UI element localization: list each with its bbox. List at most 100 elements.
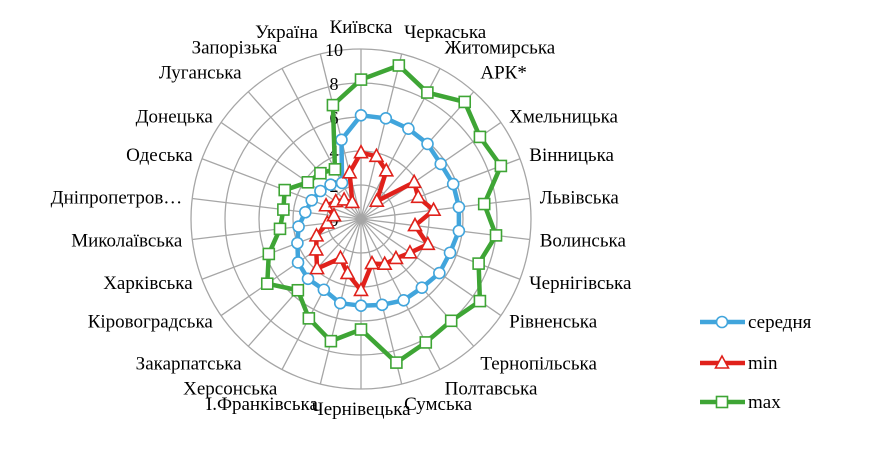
data-point	[309, 259, 325, 275]
data-point	[344, 193, 361, 209]
data-point	[390, 356, 403, 369]
data-point	[472, 257, 485, 270]
data-point	[335, 133, 348, 147]
data-point	[376, 255, 393, 270]
data-point	[714, 354, 730, 369]
category-label: Волинська	[540, 231, 627, 252]
data-point	[415, 281, 429, 295]
data-point	[302, 312, 316, 325]
tick-label: 8	[330, 74, 339, 94]
data-point	[326, 98, 340, 112]
data-point	[489, 229, 503, 242]
category-label: Харківська	[103, 273, 193, 294]
category-label: Херсонська	[183, 378, 278, 399]
data-point	[397, 293, 410, 307]
grid-spoke	[360, 158, 521, 220]
data-point	[326, 207, 342, 222]
data-point	[452, 224, 466, 238]
category-label: Запорізька	[192, 38, 278, 59]
grid-spoke	[201, 218, 362, 280]
legend-item-min: min	[700, 353, 778, 374]
data-point	[318, 197, 334, 212]
category-label: Вінницька	[529, 145, 614, 166]
data-point	[354, 73, 368, 86]
data-point	[273, 222, 287, 236]
data-point	[364, 254, 380, 270]
data-point	[444, 314, 458, 328]
data-point	[419, 235, 436, 251]
category-label: Чернівецька	[311, 399, 411, 420]
data-point	[314, 166, 327, 180]
data-point	[458, 95, 472, 109]
data-point	[324, 334, 338, 348]
legend-item-max: max	[700, 392, 781, 413]
series-min	[308, 144, 442, 297]
data-point	[339, 264, 356, 280]
grid-spoke	[281, 68, 362, 220]
category-label: Житомирська	[445, 38, 556, 59]
category-label: Україна	[255, 22, 318, 43]
series-layer	[260, 59, 508, 369]
data-point	[291, 283, 305, 297]
data-point	[292, 220, 305, 233]
data-point	[314, 184, 327, 198]
data-point	[473, 130, 487, 144]
category-label: Закарпатська	[136, 354, 243, 375]
legend-label: max	[748, 392, 781, 413]
data-point	[291, 236, 304, 250]
category-label: Черкаська	[404, 22, 487, 43]
grid-spoke	[360, 197, 530, 220]
data-point	[425, 201, 442, 216]
grid-spoke	[220, 218, 362, 317]
data-point	[494, 159, 508, 173]
data-point	[341, 164, 358, 179]
data-point	[446, 177, 460, 191]
data-point	[317, 283, 331, 297]
category-label: І.Франківська	[206, 394, 319, 415]
series-середня	[291, 109, 466, 313]
data-point	[301, 176, 315, 189]
data-point	[319, 214, 336, 229]
data-point	[335, 176, 349, 190]
category-label: Чернігівська	[529, 273, 632, 294]
data-point	[715, 395, 729, 409]
category-label: АРК*	[480, 62, 526, 83]
legend-label: min	[748, 353, 778, 374]
category-label: Полтавська	[445, 378, 538, 399]
data-point	[421, 86, 434, 99]
category-label: Київска	[330, 17, 393, 38]
data-point	[419, 336, 433, 349]
data-point	[308, 241, 325, 256]
category-label: Тернопільська	[480, 354, 597, 375]
data-point	[353, 144, 369, 159]
data-point	[354, 299, 368, 313]
data-point	[277, 203, 290, 216]
data-point	[260, 277, 274, 291]
data-point	[354, 109, 368, 122]
data-point	[354, 323, 368, 336]
data-point	[452, 200, 466, 214]
data-point	[368, 192, 385, 207]
data-point	[333, 296, 347, 310]
data-point	[402, 244, 418, 259]
category-label: Кіровоградська	[88, 311, 214, 332]
grid-spoke	[360, 53, 403, 220]
data-point	[328, 163, 342, 176]
data-point	[379, 112, 393, 125]
data-point	[443, 246, 457, 260]
data-point	[332, 249, 349, 264]
data-point	[262, 247, 276, 261]
data-point	[299, 205, 312, 219]
data-point	[336, 191, 352, 206]
category-label: Рівненська	[509, 311, 598, 332]
data-point	[324, 178, 337, 191]
data-point	[477, 197, 491, 211]
data-point	[308, 227, 325, 242]
category-label: Луганська	[159, 62, 242, 83]
data-point	[291, 256, 305, 269]
legend-item-середня: середня	[700, 312, 812, 333]
category-label: Львівська	[540, 187, 620, 208]
data-point	[353, 281, 369, 297]
